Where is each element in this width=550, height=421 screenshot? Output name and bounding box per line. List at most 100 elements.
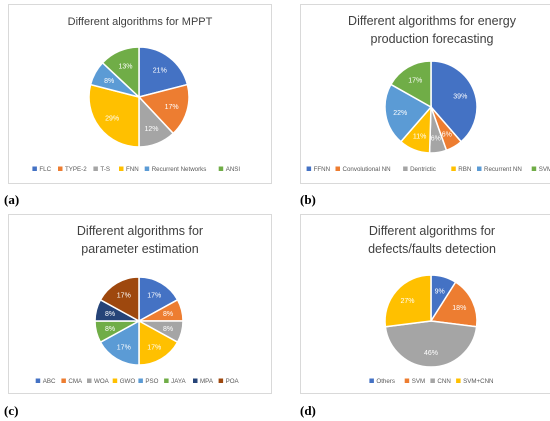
legend-swatch [112,378,118,383]
chart-title: Different algorithms for MPPT [68,16,213,28]
data-label: 17% [147,344,161,351]
data-label: 11% [413,134,427,141]
pie-slice [138,319,179,366]
data-label: 39% [453,94,467,101]
legend-entry: RBN [458,166,471,173]
panel-label-d: (d) [300,403,316,418]
pie-slice [384,274,432,328]
chart-panel-forecasting: Different algorithms for energy productio… [300,4,550,184]
legend-entry: SVM [539,166,550,173]
pie-chart-mppt: Different algorithms for MPPT 21% 17% 12% 29… [32,16,241,173]
legend-entry: POA [226,378,240,385]
legend-swatch [369,378,374,383]
data-label: 27% [400,298,414,305]
data-label: 8% [105,326,115,333]
legend-swatch [218,378,224,383]
pie-slice [88,83,140,148]
pie-chart-parameter-estimation: Different algorithms for parameter estima… [35,224,240,385]
panel-label-a: (a) [4,192,20,207]
legend-swatch [119,166,124,171]
data-label: 8% [163,326,173,333]
legend-swatch [32,166,37,171]
pie-chart-faults-detection: Different algorithms for defects/faults d… [368,224,496,385]
legend-swatch [58,166,63,171]
legend-entry: ABC [43,378,56,385]
legend-entry: Recurrent Networks [152,166,207,173]
pie-slice [138,46,189,98]
legend-entry: Dentrictic [410,166,436,173]
legend-entry: PSO [145,378,158,385]
legend-swatch [404,378,410,383]
pie-slice [138,276,179,323]
legend-entry: SVM+CNN [463,378,493,385]
legend-entry: FLC [39,166,51,173]
chart-title: defects/faults detection [368,242,496,256]
legend-swatch [87,378,92,383]
legend-swatch [93,166,98,171]
pie-slice [384,320,478,368]
data-label: 46% [424,350,438,357]
pie-slice [101,46,140,99]
data-label: 18% [452,305,466,312]
legend-swatch [61,378,66,383]
data-label: 8% [105,311,115,318]
pie-slice [137,83,190,135]
legend-entry: JAYA [171,378,186,385]
legend-entry: T-S [100,166,110,173]
legend-swatch [35,378,41,383]
data-label: 9% [435,289,445,296]
data-label: 6% [431,135,441,142]
chart-title: Different algorithms for energy [348,14,517,28]
legend-swatch [451,166,456,171]
legend-entry: CNN [437,378,450,385]
legend-entry: FFNN [314,166,331,173]
pie-slice [99,319,140,366]
legend-swatch [531,166,537,171]
pie-slice [430,60,478,143]
legend-swatch [218,166,224,171]
pie-slice [429,281,478,328]
legend-swatch [403,166,408,171]
data-label: 12% [144,126,158,133]
chart-panel-faults-detection: Different algorithms for defects/faults d… [300,214,550,394]
legend-entry: FNN [126,166,139,173]
chart-title: parameter estimation [81,242,198,256]
data-label: 17% [165,104,179,111]
chart-panel-mppt: Different algorithms for MPPT 21% 17% 12% 29… [8,4,272,184]
data-label: 22% [393,110,407,117]
legend-entry: TYPE-2 [65,166,87,173]
panel-label-c: (c) [4,403,19,418]
legend-entry: WOA [94,378,110,385]
legend-swatch [335,166,340,171]
legend-entry: Convolutional NN [343,166,391,173]
pie-slice [389,60,432,109]
legend-swatch [144,166,150,171]
data-label: 13% [118,63,132,70]
legend-entry: CMA [68,378,83,385]
legend-swatch [193,378,198,383]
legend-entry: Others [376,378,395,385]
legend-entry: ANSI [226,166,241,173]
chart-title: Different algorithms for [369,224,495,238]
data-label: 17% [117,293,131,300]
legend-entry: MPA [200,378,214,385]
legend-swatch [306,166,312,171]
legend-swatch [164,378,169,383]
legend-swatch [477,166,482,171]
legend-swatch [456,378,461,383]
data-label: 29% [105,115,119,122]
data-label: 17% [117,344,131,351]
legend-swatch [430,378,435,383]
chart-panel-parameter-estimation: Different algorithms for parameter estima… [8,214,272,394]
chart-title: Different algorithms for [77,224,203,238]
data-label: 17% [147,293,161,300]
legend-entry: Recurrent NN [484,166,522,173]
chart-title: production forecasting [371,32,494,46]
pie-chart-forecasting: Different algorithms for energy productio… [306,14,550,173]
panel-label-b: (b) [300,192,316,207]
data-label: 17% [408,78,422,85]
legend-entry: GWO [120,378,136,385]
data-label: 6% [442,132,452,139]
pie-slice [384,83,433,143]
data-label: 8% [104,78,114,85]
